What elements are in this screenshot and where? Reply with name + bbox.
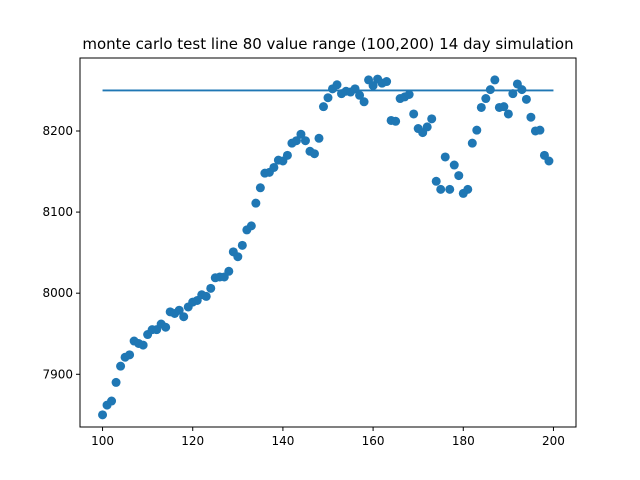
data-point (233, 252, 243, 262)
y-tick-label: 8000 (42, 286, 73, 300)
data-point (449, 160, 459, 170)
y-tick-label: 8200 (42, 124, 73, 138)
data-point (382, 77, 392, 87)
data-point (206, 283, 216, 293)
data-point (237, 240, 247, 250)
data-point (355, 90, 365, 100)
data-point (332, 80, 342, 90)
data-point (440, 152, 450, 162)
data-point (409, 109, 419, 119)
data-point (526, 112, 536, 122)
data-point (517, 85, 527, 95)
data-point (472, 125, 482, 135)
data-point (291, 136, 301, 146)
data-point (454, 171, 464, 181)
data-point (138, 340, 148, 350)
data-point (269, 162, 279, 172)
data-point (255, 183, 265, 193)
data-point (296, 129, 306, 139)
x-tick-label: 120 (181, 434, 204, 448)
data-point (125, 350, 135, 360)
data-point (282, 150, 292, 160)
axis-ticks: 100 120 140 160 180 200 7900 8000 8100 8200 (42, 124, 564, 448)
data-point (463, 184, 473, 194)
chart-title: monte carlo test line 80 value range (10… (82, 35, 573, 53)
data-point (544, 156, 554, 166)
data-point (98, 410, 108, 420)
data-point (445, 184, 455, 194)
data-point (201, 291, 211, 301)
data-point (318, 102, 328, 112)
data-point (309, 149, 319, 159)
data-point (485, 85, 495, 95)
data-point (404, 89, 414, 99)
data-point (521, 94, 531, 104)
data-point (300, 136, 310, 146)
x-tick-label: 200 (542, 434, 565, 448)
data-point (503, 109, 513, 119)
data-point (476, 102, 486, 112)
data-point (314, 133, 324, 143)
data-point (535, 125, 545, 135)
data-point (467, 138, 477, 148)
data-point (422, 122, 432, 132)
data-point (508, 89, 518, 99)
axes-frame (79, 57, 577, 428)
data-point (359, 97, 369, 107)
x-tick-label: 160 (362, 434, 385, 448)
y-tick-label: 7900 (42, 367, 73, 381)
data-point (161, 322, 171, 332)
data-point (499, 102, 509, 112)
x-tick-label: 180 (452, 434, 475, 448)
data-point (350, 84, 360, 94)
data-point (427, 114, 437, 124)
data-point (251, 198, 261, 208)
plot-area (79, 57, 577, 428)
data-point (116, 361, 126, 371)
x-tick-label: 140 (271, 434, 294, 448)
data-point (391, 116, 401, 126)
data-point (431, 176, 441, 186)
scatter-series (98, 74, 554, 420)
data-point (179, 312, 189, 322)
data-point (323, 93, 333, 103)
data-point (174, 305, 184, 315)
data-point (246, 221, 256, 231)
data-point (111, 377, 121, 387)
y-tick-label: 8100 (42, 205, 73, 219)
x-tick-label: 100 (91, 434, 114, 448)
data-point (436, 184, 446, 194)
data-point (368, 81, 378, 91)
data-point (224, 266, 234, 276)
data-point (107, 396, 117, 406)
data-point (481, 94, 491, 104)
data-point (490, 75, 500, 85)
